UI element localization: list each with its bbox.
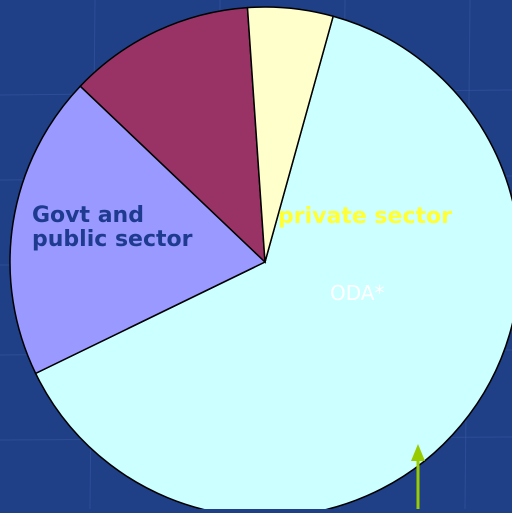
- pie-slice: [9, 85, 267, 375]
- pie-slices: [9, 6, 512, 513]
- pie-slice: [79, 6, 266, 264]
- pie-slice: [246, 6, 335, 263]
- slice-label: private sector: [278, 204, 452, 229]
- pie-slice: [34, 15, 512, 513]
- pie-labels: Govt and public sector private sector ODA*: [32, 203, 452, 305]
- arrow-annotation: [411, 444, 425, 509]
- slice-label: ODA*: [330, 281, 384, 305]
- arrow-head: [411, 444, 425, 461]
- slice-label: Govt and public sector: [32, 203, 193, 252]
